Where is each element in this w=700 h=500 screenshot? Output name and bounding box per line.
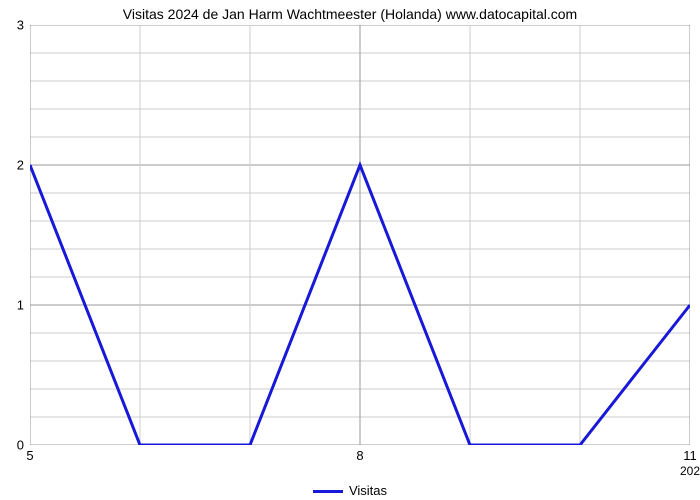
y-tick-label: 1 — [17, 298, 24, 313]
x-tick-label: 11 — [683, 448, 697, 463]
legend: Visitas — [0, 483, 700, 498]
chart-title: Visitas 2024 de Jan Harm Wachtmeester (H… — [0, 6, 700, 22]
y-tick-label: 2 — [17, 158, 24, 173]
plot-area — [30, 25, 690, 445]
y-tick-label: 3 — [17, 18, 24, 33]
legend-swatch — [313, 490, 343, 493]
x-tick-label: 5 — [26, 448, 33, 463]
x-tick-label: 8 — [356, 448, 363, 463]
x-sub-label: 202 — [680, 464, 700, 478]
chart-container: Visitas 2024 de Jan Harm Wachtmeester (H… — [0, 0, 700, 500]
plot-svg — [30, 25, 690, 445]
legend-label: Visitas — [349, 483, 387, 498]
y-tick-label: 0 — [17, 438, 24, 453]
